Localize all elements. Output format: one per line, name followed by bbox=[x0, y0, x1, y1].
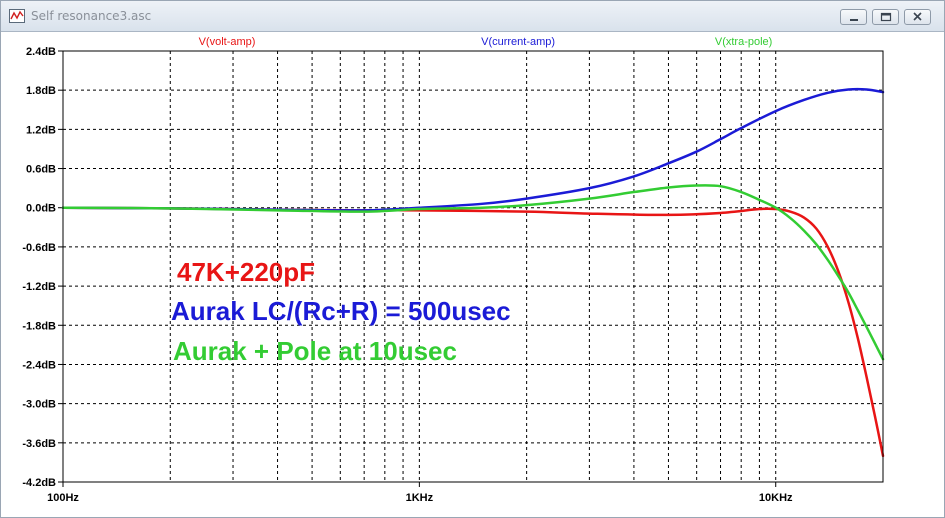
waveform-app-icon bbox=[9, 9, 25, 23]
annotation-label: 47K+220pF bbox=[177, 257, 315, 287]
title-bar[interactable]: Self resonance3.asc bbox=[1, 1, 944, 32]
y-tick-label: -3.6dB bbox=[22, 438, 56, 450]
y-tick-label: -4.2dB bbox=[22, 477, 56, 489]
y-tick-label: -0.6dB bbox=[22, 242, 56, 254]
y-tick-label: -3.0dB bbox=[22, 399, 56, 411]
y-tick-label: 1.8dB bbox=[26, 85, 56, 97]
minimize-icon bbox=[850, 19, 858, 21]
x-tick-label: 10KHz bbox=[759, 492, 793, 504]
y-tick-label: 2.4dB bbox=[26, 46, 56, 58]
y-tick-label: -1.8dB bbox=[22, 320, 56, 332]
window-title: Self resonance3.asc bbox=[31, 9, 152, 23]
annotation-label: Aurak + Pole at 10usec bbox=[173, 336, 457, 366]
y-tick-label: -2.4dB bbox=[22, 359, 56, 371]
maximize-button[interactable] bbox=[872, 9, 899, 25]
series-line-vcurrentamp bbox=[61, 87, 885, 212]
y-tick-label: 1.2dB bbox=[26, 124, 56, 136]
close-button[interactable] bbox=[904, 9, 931, 25]
series-line-vxtrapole bbox=[61, 184, 885, 361]
y-tick-label: 0.0dB bbox=[26, 203, 56, 215]
close-icon bbox=[913, 12, 922, 21]
x-tick-label: 1KHz bbox=[406, 492, 434, 504]
y-tick-label: -1.2dB bbox=[22, 281, 56, 293]
plot-frame bbox=[62, 50, 884, 483]
series-line-vvoltamp bbox=[61, 206, 885, 458]
minimize-button[interactable] bbox=[840, 9, 867, 25]
x-tick-label: 100Hz bbox=[47, 492, 79, 504]
plot-area[interactable]: 2.4dB 1.8dB 1.2dB 0.6dB 0.0dB -0.6dB -1.2dB -1.… bbox=[1, 31, 944, 517]
y-tick-label: 0.6dB bbox=[26, 164, 56, 176]
maximize-icon bbox=[880, 12, 892, 22]
legend-entry: V(xtra-pole) bbox=[715, 36, 772, 48]
legend-entry: V(volt-amp) bbox=[199, 36, 256, 48]
annotation-label: Aurak LC/(Rc+R) = 500usec bbox=[171, 296, 511, 326]
legend-entry: V(current-amp) bbox=[481, 36, 555, 48]
